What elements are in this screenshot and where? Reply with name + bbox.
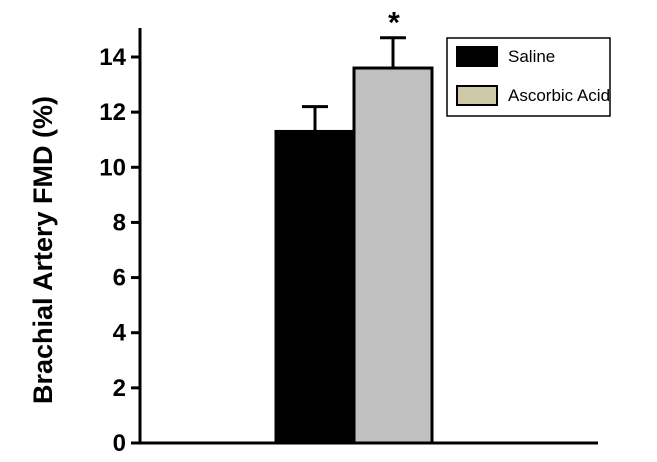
legend-swatch (456, 85, 498, 106)
legend-swatch (456, 46, 498, 67)
bars (274, 66, 434, 445)
bar-ascorbic-acid (352, 66, 434, 445)
y-tick-label: 4 (113, 320, 127, 347)
annotations: * (388, 7, 400, 40)
legend-label: Saline (508, 47, 555, 66)
y-tick-label: 10 (99, 154, 126, 181)
legend: Saline Ascorbic Acid (446, 37, 611, 117)
y-tick-label: 6 (113, 265, 126, 292)
y-tick-label: 2 (113, 375, 126, 402)
legend-label: Ascorbic Acid (508, 86, 610, 105)
y-tick-label: 8 (113, 209, 126, 236)
y-tick-label: 0 (113, 430, 126, 457)
y-axis-ticks: 0 2 4 6 8 10 12 14 (99, 44, 140, 457)
y-tick-label: 12 (99, 99, 126, 126)
bar-saline (274, 129, 356, 445)
error-bars (302, 36, 406, 132)
y-tick-label: 14 (99, 44, 126, 71)
significance-asterisk: * (388, 7, 400, 40)
y-axis-label: Brachial Artery FMD (%) (28, 96, 58, 404)
